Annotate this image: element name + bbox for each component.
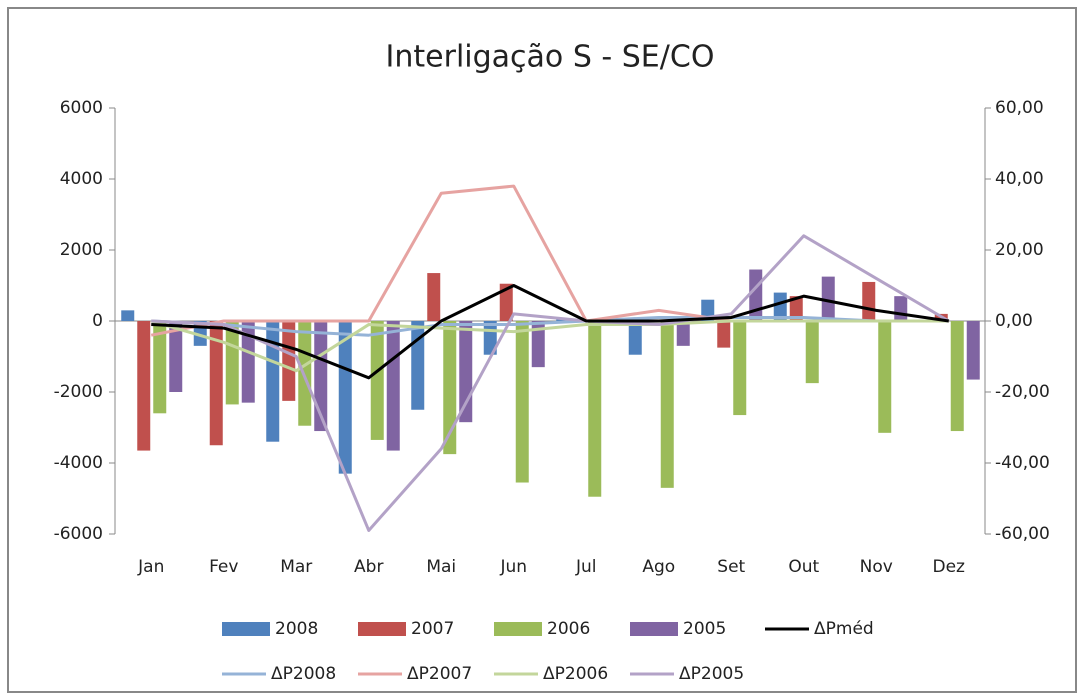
bar	[773, 292, 787, 321]
legend-label: ΔP2006	[543, 664, 608, 684]
line	[150, 319, 949, 373]
bar	[733, 321, 747, 416]
bar	[805, 321, 819, 384]
legend-label: ΔP2008	[271, 664, 336, 684]
bar	[628, 321, 642, 355]
x-tick-label: Jun	[499, 557, 527, 577]
bar	[894, 296, 908, 321]
x-tick-label: Ago	[642, 557, 675, 577]
bar	[499, 283, 513, 321]
y-tick-label: -2000	[54, 382, 103, 402]
y-tick-label: 4000	[60, 169, 103, 189]
y-tick-label: -4000	[54, 453, 103, 473]
bar	[676, 321, 690, 346]
y2-tick-label: 0,00	[995, 311, 1033, 331]
legend-swatch	[494, 622, 542, 636]
legend-swatch	[222, 622, 270, 636]
bar	[282, 321, 296, 401]
bar	[169, 321, 183, 392]
bar	[225, 321, 239, 405]
x-tick-label: Set	[717, 557, 745, 577]
bar	[121, 310, 135, 321]
x-tick-label: Dez	[933, 557, 966, 577]
legend-label: ΔPméd	[814, 619, 874, 639]
bar	[153, 321, 167, 414]
y-tick-label: 0	[92, 311, 103, 331]
y-tick-label: -6000	[54, 524, 103, 544]
y2-tick-label: -40,00	[995, 453, 1050, 473]
legend-label: 2008	[275, 619, 318, 639]
x-tick-label: Out	[788, 557, 819, 577]
y2-tick-label: -60,00	[995, 524, 1050, 544]
line	[151, 315, 949, 337]
bar	[241, 321, 255, 403]
y-tick-label: 6000	[60, 98, 103, 118]
bar	[821, 276, 835, 321]
bar	[443, 321, 457, 455]
bar	[137, 321, 151, 451]
x-tick-label: Mar	[280, 557, 312, 577]
legend-label: ΔP2005	[679, 664, 744, 684]
bar	[588, 321, 602, 497]
legend-swatch	[630, 622, 678, 636]
bar	[386, 321, 400, 451]
line	[151, 234, 950, 532]
bar	[338, 321, 352, 474]
bar	[878, 321, 892, 433]
bar	[314, 321, 328, 432]
bar	[749, 269, 763, 321]
bar	[531, 321, 545, 368]
bar	[950, 321, 964, 432]
bar	[459, 321, 473, 423]
y2-tick-label: -20,00	[995, 382, 1050, 402]
legend-label: 2006	[547, 619, 590, 639]
legend-label: 2007	[411, 619, 454, 639]
x-tick-label: Jul	[575, 557, 597, 577]
bar	[515, 321, 529, 483]
bar	[660, 321, 674, 488]
x-tick-label: Jan	[137, 557, 164, 577]
legend-swatch	[358, 622, 406, 636]
x-tick-label: Fev	[209, 557, 238, 577]
chart-title: Interligação S - SE/CO	[386, 40, 715, 75]
x-tick-label: Nov	[860, 557, 893, 577]
legend-label: 2005	[683, 619, 726, 639]
bar	[427, 273, 441, 321]
x-tick-label: Abr	[354, 557, 383, 577]
bar	[717, 321, 731, 348]
line	[151, 284, 949, 380]
y-tick-label: 2000	[60, 240, 103, 260]
y2-tick-label: 60,00	[995, 98, 1044, 118]
bar	[266, 321, 280, 442]
bar	[789, 296, 803, 321]
legend-label: ΔP2007	[407, 664, 472, 684]
x-tick-label: Mai	[426, 557, 456, 577]
bar	[370, 321, 384, 440]
bar	[966, 321, 980, 380]
y2-tick-label: 20,00	[995, 240, 1044, 260]
y2-tick-label: 40,00	[995, 169, 1044, 189]
bar	[862, 281, 876, 321]
bar	[209, 321, 223, 446]
